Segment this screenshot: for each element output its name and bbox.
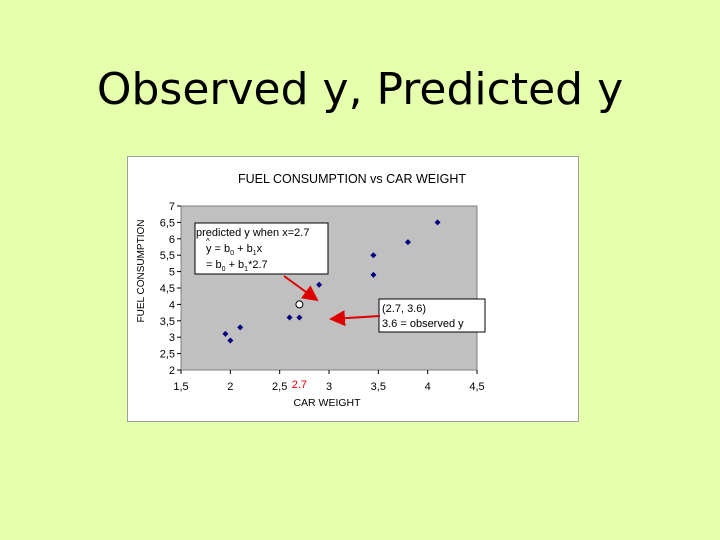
data-point bbox=[370, 252, 377, 259]
observed-annotation: (2.7, 3.6) 3.6 = observed y bbox=[378, 298, 486, 333]
observed-annotation-box bbox=[378, 298, 486, 333]
data-point bbox=[404, 239, 411, 246]
y-tick-label: 3 bbox=[169, 332, 175, 344]
predicted-point-marker bbox=[295, 300, 304, 309]
x-axis-ticks: 1,5 2 2,5 3 3,5 4 4,5 2.7 bbox=[173, 370, 485, 393]
highlight-x-label: 2.7 bbox=[292, 379, 307, 391]
predicted-line3: = b0 + b1*2.7 bbox=[206, 259, 268, 273]
observed-line2: 3.6 = observed y bbox=[382, 318, 464, 330]
x-tick-label: 2 bbox=[227, 381, 233, 393]
data-point bbox=[370, 271, 377, 278]
y-tick-label: 4 bbox=[169, 299, 175, 311]
predicted-point bbox=[295, 300, 304, 309]
y-axis-ticks: 2 2,5 3 3,5 4 4,5 5 5,5 6 6,5 7 bbox=[160, 201, 181, 377]
y-tick-label: 2 bbox=[169, 365, 175, 377]
predicted-annotation-box bbox=[194, 222, 329, 275]
data-point bbox=[222, 330, 229, 337]
observed-arrow bbox=[329, 310, 381, 327]
y-tick-label: 5,5 bbox=[160, 250, 175, 262]
data-point bbox=[237, 324, 244, 331]
y-tick-label: 3,5 bbox=[160, 316, 175, 328]
x-tick-label: 4 bbox=[425, 381, 431, 393]
predicted-annotation: predicted y when x=2.7 y = b0 + b1x ^ = … bbox=[194, 222, 329, 275]
x-tick-label: 3,5 bbox=[371, 381, 386, 393]
x-tick-label: 2,5 bbox=[272, 381, 287, 393]
data-point bbox=[434, 219, 441, 226]
x-tick-label: 1,5 bbox=[173, 381, 188, 393]
data-point bbox=[296, 314, 303, 321]
predicted-line1: predicted y when x=2.7 bbox=[196, 227, 309, 239]
svg-text:^: ^ bbox=[206, 237, 210, 246]
y-tick-label: 4,5 bbox=[160, 283, 175, 295]
data-point bbox=[286, 314, 293, 321]
scatter-chart: FUEL CONSUMPTION vs CAR WEIGHT FUEL CONS… bbox=[136, 172, 486, 409]
y-tick-label: 5 bbox=[169, 267, 175, 279]
chart-container: FUEL CONSUMPTION vs CAR WEIGHT FUEL CONS… bbox=[127, 156, 579, 422]
predicted-line2: y = b0 + b1x bbox=[206, 243, 263, 257]
slide-title: Observed y, Predicted y bbox=[96, 64, 624, 115]
y-tick-label: 7 bbox=[169, 201, 175, 213]
y-tick-label: 2,5 bbox=[160, 349, 175, 361]
chart-title: FUEL CONSUMPTION vs CAR WEIGHT bbox=[238, 172, 466, 186]
y-hat-symbol: y bbox=[206, 243, 212, 255]
data-point bbox=[227, 337, 234, 344]
predicted-arrow bbox=[283, 275, 319, 302]
y-tick-label: 6 bbox=[169, 234, 175, 246]
observed-line1: (2.7, 3.6) bbox=[382, 303, 426, 315]
y-tick-label: 6,5 bbox=[160, 217, 175, 229]
x-tick-label: 3 bbox=[326, 381, 332, 393]
x-axis-label: CAR WEIGHT bbox=[293, 397, 361, 409]
y-axis-label: FUEL CONSUMPTION bbox=[136, 220, 147, 323]
x-tick-label: 4,5 bbox=[469, 381, 484, 393]
